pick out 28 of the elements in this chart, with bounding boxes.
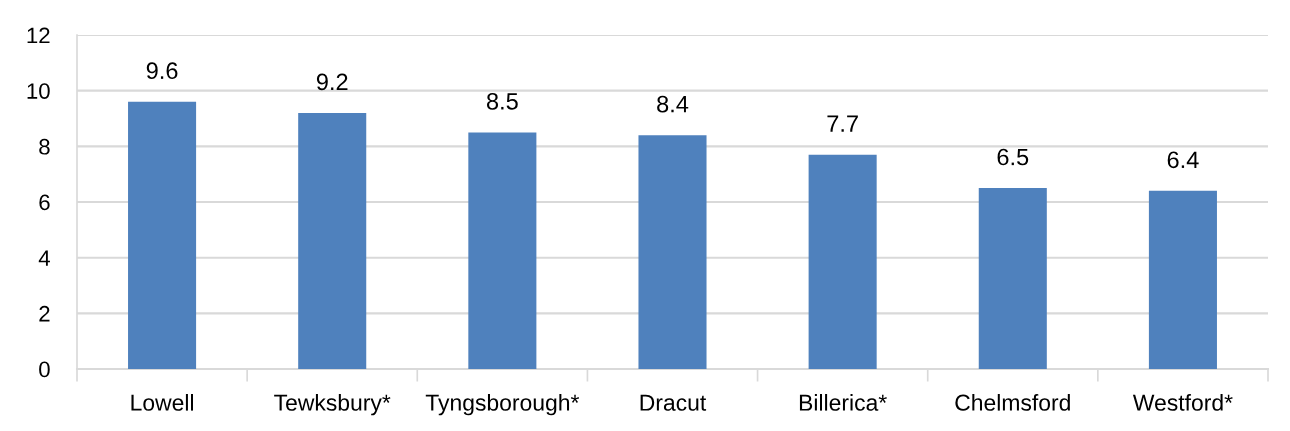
y-tick-label: 12 <box>27 27 50 44</box>
bar <box>808 154 877 369</box>
x-tick-label: Tewksbury* <box>274 394 391 416</box>
y-tick-label: 4 <box>38 250 50 266</box>
bar <box>298 112 367 369</box>
data-label: 6.5 <box>997 148 1029 166</box>
data-label: 9.2 <box>316 73 348 91</box>
bar <box>128 101 197 369</box>
bar <box>468 132 537 369</box>
bar <box>1148 190 1217 369</box>
bar <box>978 188 1047 369</box>
x-tick-label: Westford* <box>1132 394 1233 411</box>
data-label: 8.4 <box>657 95 689 113</box>
x-tick-label: Billerica* <box>799 394 887 411</box>
x-tick-label: Tyngsborough* <box>425 394 580 416</box>
x-tick-label: Chelmsford <box>955 394 1070 411</box>
data-label: 6.4 <box>1167 151 1199 169</box>
bar <box>638 135 707 369</box>
y-tick-label: 2 <box>39 305 50 322</box>
y-tick-label: 0 <box>39 361 50 378</box>
y-tick-label: 10 <box>27 83 50 99</box>
data-label: 9.6 <box>146 62 178 80</box>
data-label: 8.5 <box>486 92 518 110</box>
y-tick-label: 6 <box>39 194 50 211</box>
data-label: 7.7 <box>827 115 858 132</box>
x-tick-label: Dracut <box>640 394 707 411</box>
y-tick-label: 8 <box>39 138 50 155</box>
x-tick-label: Lowell <box>131 394 194 411</box>
